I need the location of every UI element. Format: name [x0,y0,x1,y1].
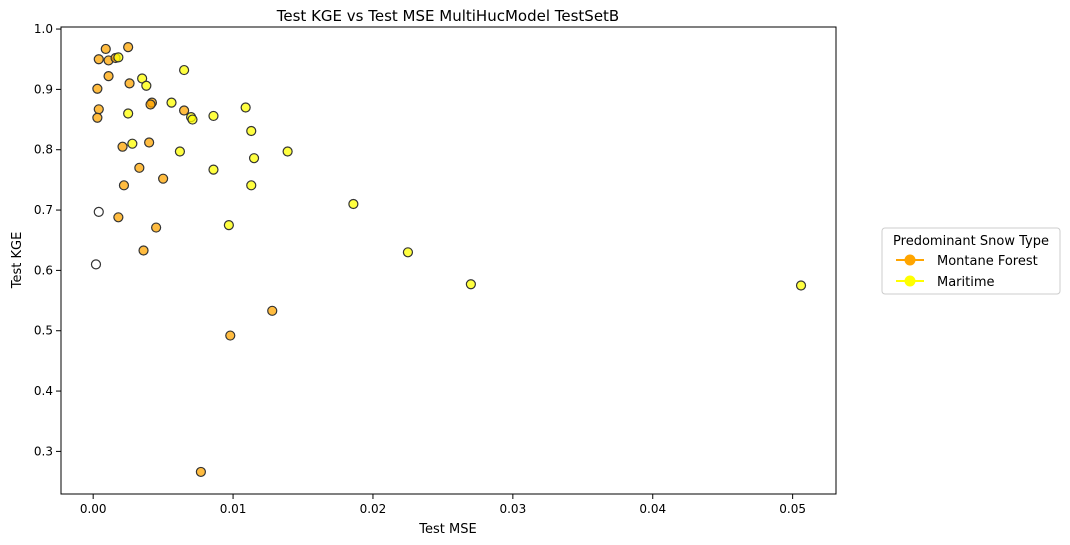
data-point [174,146,186,157]
x-axis-ticks: 0.00 0.01 0.02 0.03 0.04 0.05 [80,494,806,516]
data-point [113,212,124,223]
data-point [465,279,476,290]
y-tick-label: 1.0 [34,22,53,36]
x-tick-label: 0.00 [80,502,107,516]
legend-marker-montane-forest [904,254,916,266]
data-point [123,42,134,53]
data-point [267,305,278,316]
y-axis-ticks: 0.3 0.4 0.5 0.6 0.7 0.8 0.9 1.0 [34,22,61,458]
data-point [282,146,293,157]
data-point [348,198,359,210]
data-points [90,42,807,478]
data-point [92,83,103,94]
x-tick-label: 0.01 [220,502,247,516]
y-tick-label: 0.3 [34,444,53,458]
data-point [158,173,169,184]
legend: Predominant Snow Type Montane Forest Mar… [881,227,1061,295]
data-point [195,466,206,478]
data-point [151,222,162,233]
data-point [240,102,251,113]
data-point [402,247,414,258]
y-tick-label: 0.6 [34,263,53,277]
data-point [93,104,104,115]
data-point [141,80,152,91]
legend-label-montane-forest: Montane Forest [937,254,1038,269]
data-point [223,220,234,231]
data-point [145,99,156,110]
data-point [134,162,145,173]
y-tick-label: 0.4 [34,384,53,398]
plot-frame [61,27,836,494]
data-point [225,330,236,341]
data-point [118,180,130,191]
plot-area [60,26,837,495]
data-point [92,112,103,123]
legend-label-maritime: Maritime [937,275,995,290]
legend-entry-montane-forest: Montane Forest [896,254,1038,269]
data-point [208,164,219,175]
data-point [246,125,257,137]
plot-border [60,26,837,495]
x-axis-label: Test MSE [418,522,476,537]
data-point [208,110,219,122]
legend-title: Predominant Snow Type [893,234,1049,249]
data-point [117,141,128,152]
data-point [246,180,257,191]
x-tick-label: 0.05 [779,502,806,516]
data-point [113,52,124,63]
data-point [795,280,807,291]
data-point [123,108,134,119]
y-tick-label: 0.7 [34,203,53,217]
data-point [124,78,135,89]
legend-entry-maritime: Maritime [896,275,995,290]
data-point [100,43,111,55]
data-point [248,153,260,164]
x-tick-label: 0.02 [360,502,387,516]
data-point [127,138,138,149]
legend-box [881,227,1061,295]
y-tick-label: 0.8 [34,143,53,157]
legend-marker-maritime [904,275,916,287]
data-point [93,206,104,217]
data-point [187,114,198,125]
data-point [90,259,102,270]
x-tick-label: 0.03 [499,502,526,516]
data-point [179,64,190,76]
x-tick-label: 0.04 [639,502,666,516]
data-point [103,71,114,82]
data-point [166,97,177,108]
data-point [144,137,155,148]
data-point [179,105,190,116]
data-point [138,245,149,256]
data-point [93,54,104,65]
y-tick-label: 0.9 [34,82,53,96]
y-axis-label: Test KGE [10,232,25,290]
y-tick-label: 0.5 [34,324,53,338]
chart-title: Test KGE vs Test MSE MultiHucModel TestS… [276,7,619,25]
